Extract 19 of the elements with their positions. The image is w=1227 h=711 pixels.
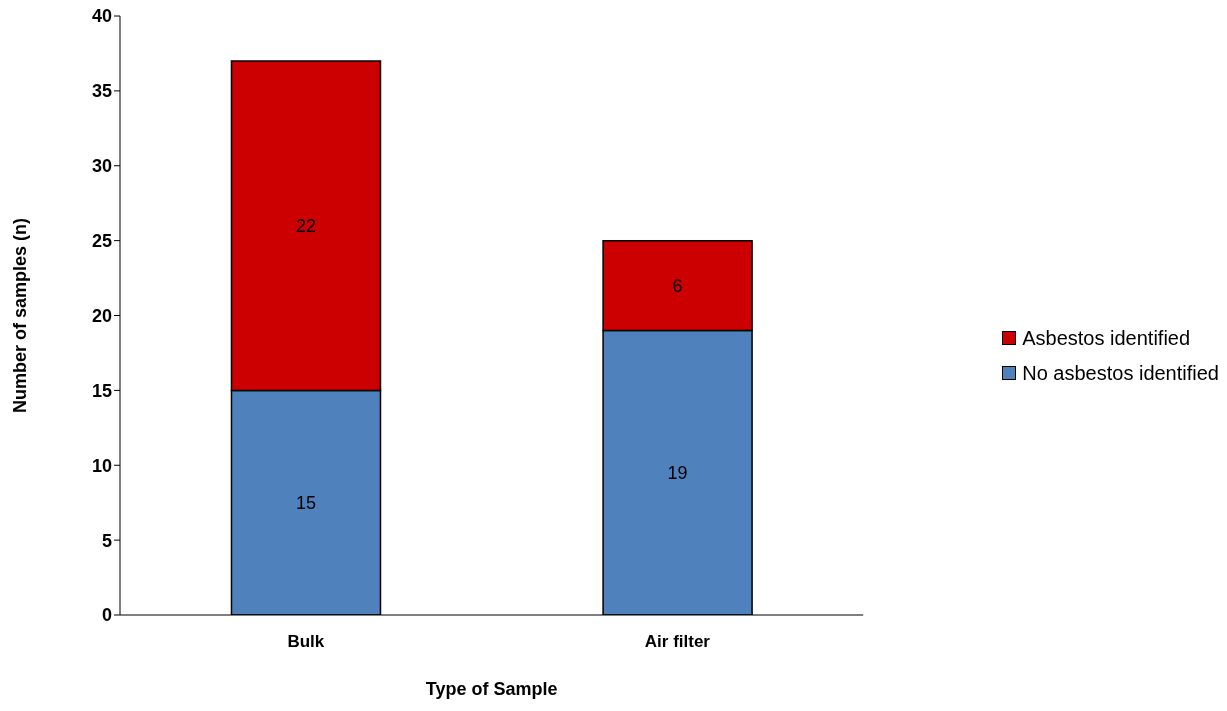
data-label: 15 — [295, 493, 316, 514]
data-label: 19 — [667, 463, 688, 484]
y-tick-label: 20 — [91, 305, 112, 326]
legend-label: Asbestos identified — [1022, 326, 1191, 350]
data-label: 6 — [672, 275, 683, 296]
y-tick-label: 40 — [91, 6, 112, 27]
data-label: 22 — [295, 216, 316, 237]
legend-label: No asbestos identified — [1022, 361, 1219, 385]
y-tick-label: 10 — [91, 455, 112, 476]
x-axis-title: Type of Sample — [425, 679, 558, 699]
y-tick-label: 35 — [91, 81, 112, 102]
y-axis-title: Number of samples (n) — [10, 217, 31, 414]
y-tick-label: 5 — [101, 530, 112, 551]
y-tick-label: 0 — [101, 605, 112, 626]
x-tick-label: Air filter — [644, 632, 711, 652]
y-tick-label: 15 — [91, 380, 112, 401]
x-tick-label: Bulk — [287, 632, 325, 652]
y-tick-label: 25 — [91, 231, 112, 252]
y-tick-label: 30 — [91, 156, 112, 177]
